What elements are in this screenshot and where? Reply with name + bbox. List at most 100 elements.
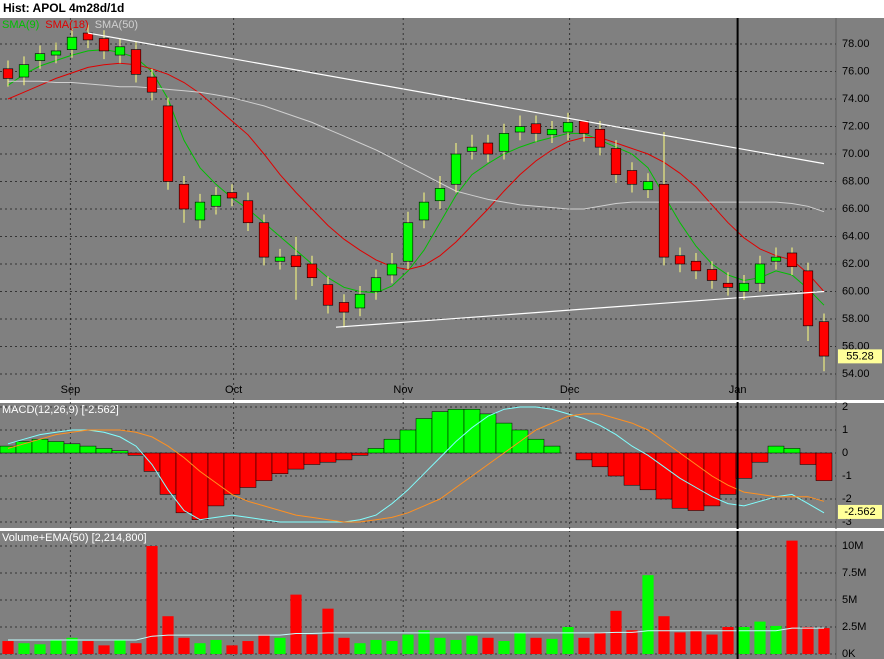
volume-bar [258, 634, 270, 654]
sma-line [7, 49, 825, 306]
macd-bar [255, 452, 273, 481]
candle-body [418, 201, 430, 221]
macd-bar [719, 452, 737, 495]
macd-bar [463, 409, 481, 454]
volume-bar [498, 641, 510, 654]
volume-bar [82, 641, 94, 654]
macd-bar [15, 441, 33, 454]
volume-bar [690, 630, 702, 654]
volume-bar [770, 625, 782, 654]
candle-body [642, 181, 654, 191]
macd-bar [223, 452, 241, 495]
x-tick-label: Nov [393, 384, 413, 396]
y-tick-label: 0K [842, 648, 856, 659]
macd-bar [751, 452, 769, 463]
macd-bar [383, 438, 401, 454]
candle-body [290, 255, 302, 268]
macd-bar [319, 452, 337, 463]
y-tick-label: 1 [842, 424, 848, 436]
candle-body [594, 128, 606, 148]
candle-body [706, 269, 718, 281]
candle-body [466, 146, 478, 152]
candle-body [738, 282, 750, 292]
x-tick-label: Dec [560, 384, 580, 396]
volume-bar [418, 630, 430, 654]
volume-bar [626, 630, 638, 654]
candle-body [146, 76, 158, 93]
macd-bar [287, 452, 305, 470]
volume-bar [482, 637, 494, 654]
volume-bar [50, 639, 62, 654]
volume-bar [370, 639, 382, 654]
volume-bar [194, 643, 206, 654]
y-tick-label: 66.00 [842, 203, 870, 215]
volume-bar [98, 645, 110, 654]
candle-body [34, 53, 46, 61]
candle-body [530, 123, 542, 134]
y-tick-label: 78.00 [842, 38, 870, 50]
candle-body [578, 120, 590, 134]
macd-bar [431, 411, 449, 454]
macd-bar [591, 452, 609, 468]
candle-body [66, 36, 78, 50]
candle-body [2, 68, 14, 79]
macd-bar [415, 418, 433, 454]
y-tick-label: 68.00 [842, 175, 870, 187]
candle-body [258, 222, 270, 258]
volume-bar [210, 639, 222, 654]
y-tick-label: 0 [842, 447, 848, 459]
volume-bar [674, 632, 686, 654]
volume-bar [546, 638, 558, 654]
volume-bar [514, 632, 526, 654]
candle-body [306, 263, 318, 279]
sma-line [8, 80, 825, 213]
y-tick-label: 5M [842, 594, 857, 606]
volume-bar [114, 639, 126, 654]
macd-bar [111, 450, 129, 454]
macd-bar [799, 452, 817, 465]
y-tick-label: -3 [842, 516, 852, 528]
macd-bar [575, 452, 593, 461]
candle-body [514, 126, 526, 133]
candle-body [546, 128, 558, 136]
candle-body [450, 153, 462, 185]
volume-bar [34, 644, 46, 654]
macd-line [7, 413, 825, 523]
x-tick-label: Oct [225, 384, 242, 396]
macd-bar [607, 452, 625, 477]
y-tick-label: -1 [842, 470, 852, 482]
macd-bar [543, 445, 561, 454]
candle-body [402, 222, 414, 262]
y-tick-label: 60.00 [842, 285, 870, 297]
macd-line [7, 406, 825, 523]
y-tick-label: 2.5M [842, 621, 866, 633]
volume-bar [242, 641, 254, 654]
y-tick-label: 54.00 [842, 368, 870, 380]
candle-body [434, 188, 446, 202]
macd-bar [783, 448, 801, 454]
volume-bar [178, 637, 190, 654]
candle-body [626, 170, 638, 185]
macd-bar [95, 448, 113, 454]
y-tick-label: -2 [842, 493, 852, 505]
volume-bar [354, 643, 366, 654]
sma-line [7, 62, 825, 292]
macd-bar [159, 452, 177, 495]
trendline [335, 290, 825, 328]
volume-bar [130, 643, 142, 654]
volume-bar [642, 575, 654, 654]
legend-entry: SMA(9) [2, 19, 39, 31]
candle-body [354, 293, 366, 309]
y-tick-label: 10M [842, 540, 863, 552]
legend-entry: SMA(50) [95, 19, 138, 31]
macd-bar [687, 452, 705, 511]
candle-body [98, 38, 110, 52]
volume-bar [2, 641, 14, 654]
candle-body [674, 255, 686, 265]
macd-bar [351, 452, 369, 456]
candle-body [722, 282, 734, 288]
candle-body [226, 192, 238, 199]
candle-body [210, 194, 222, 207]
